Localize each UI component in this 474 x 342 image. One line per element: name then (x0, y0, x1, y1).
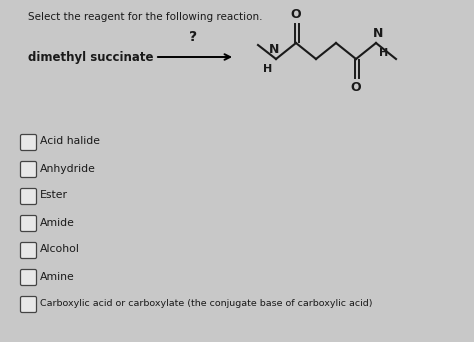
Text: Anhydride: Anhydride (40, 163, 96, 173)
FancyBboxPatch shape (20, 134, 36, 150)
Text: O: O (351, 81, 361, 94)
Text: N: N (373, 27, 383, 40)
Text: H: H (379, 48, 389, 58)
Text: Amine: Amine (40, 272, 75, 281)
FancyBboxPatch shape (20, 242, 36, 259)
Text: Select the reagent for the following reaction.: Select the reagent for the following rea… (28, 12, 263, 22)
Text: Acid halide: Acid halide (40, 136, 100, 146)
Text: O: O (291, 8, 301, 21)
FancyBboxPatch shape (20, 215, 36, 232)
Text: N: N (269, 43, 279, 56)
Text: Alcohol: Alcohol (40, 245, 80, 254)
Text: Amide: Amide (40, 218, 75, 227)
Text: Ester: Ester (40, 190, 68, 200)
Text: Carboxylic acid or carboxylate (the conjugate base of carboxylic acid): Carboxylic acid or carboxylate (the conj… (40, 299, 373, 308)
Text: ?: ? (189, 30, 197, 44)
FancyBboxPatch shape (20, 297, 36, 313)
FancyBboxPatch shape (20, 188, 36, 205)
FancyBboxPatch shape (20, 161, 36, 177)
Text: H: H (264, 64, 273, 74)
FancyBboxPatch shape (20, 269, 36, 286)
Text: dimethyl succinate: dimethyl succinate (28, 51, 154, 64)
